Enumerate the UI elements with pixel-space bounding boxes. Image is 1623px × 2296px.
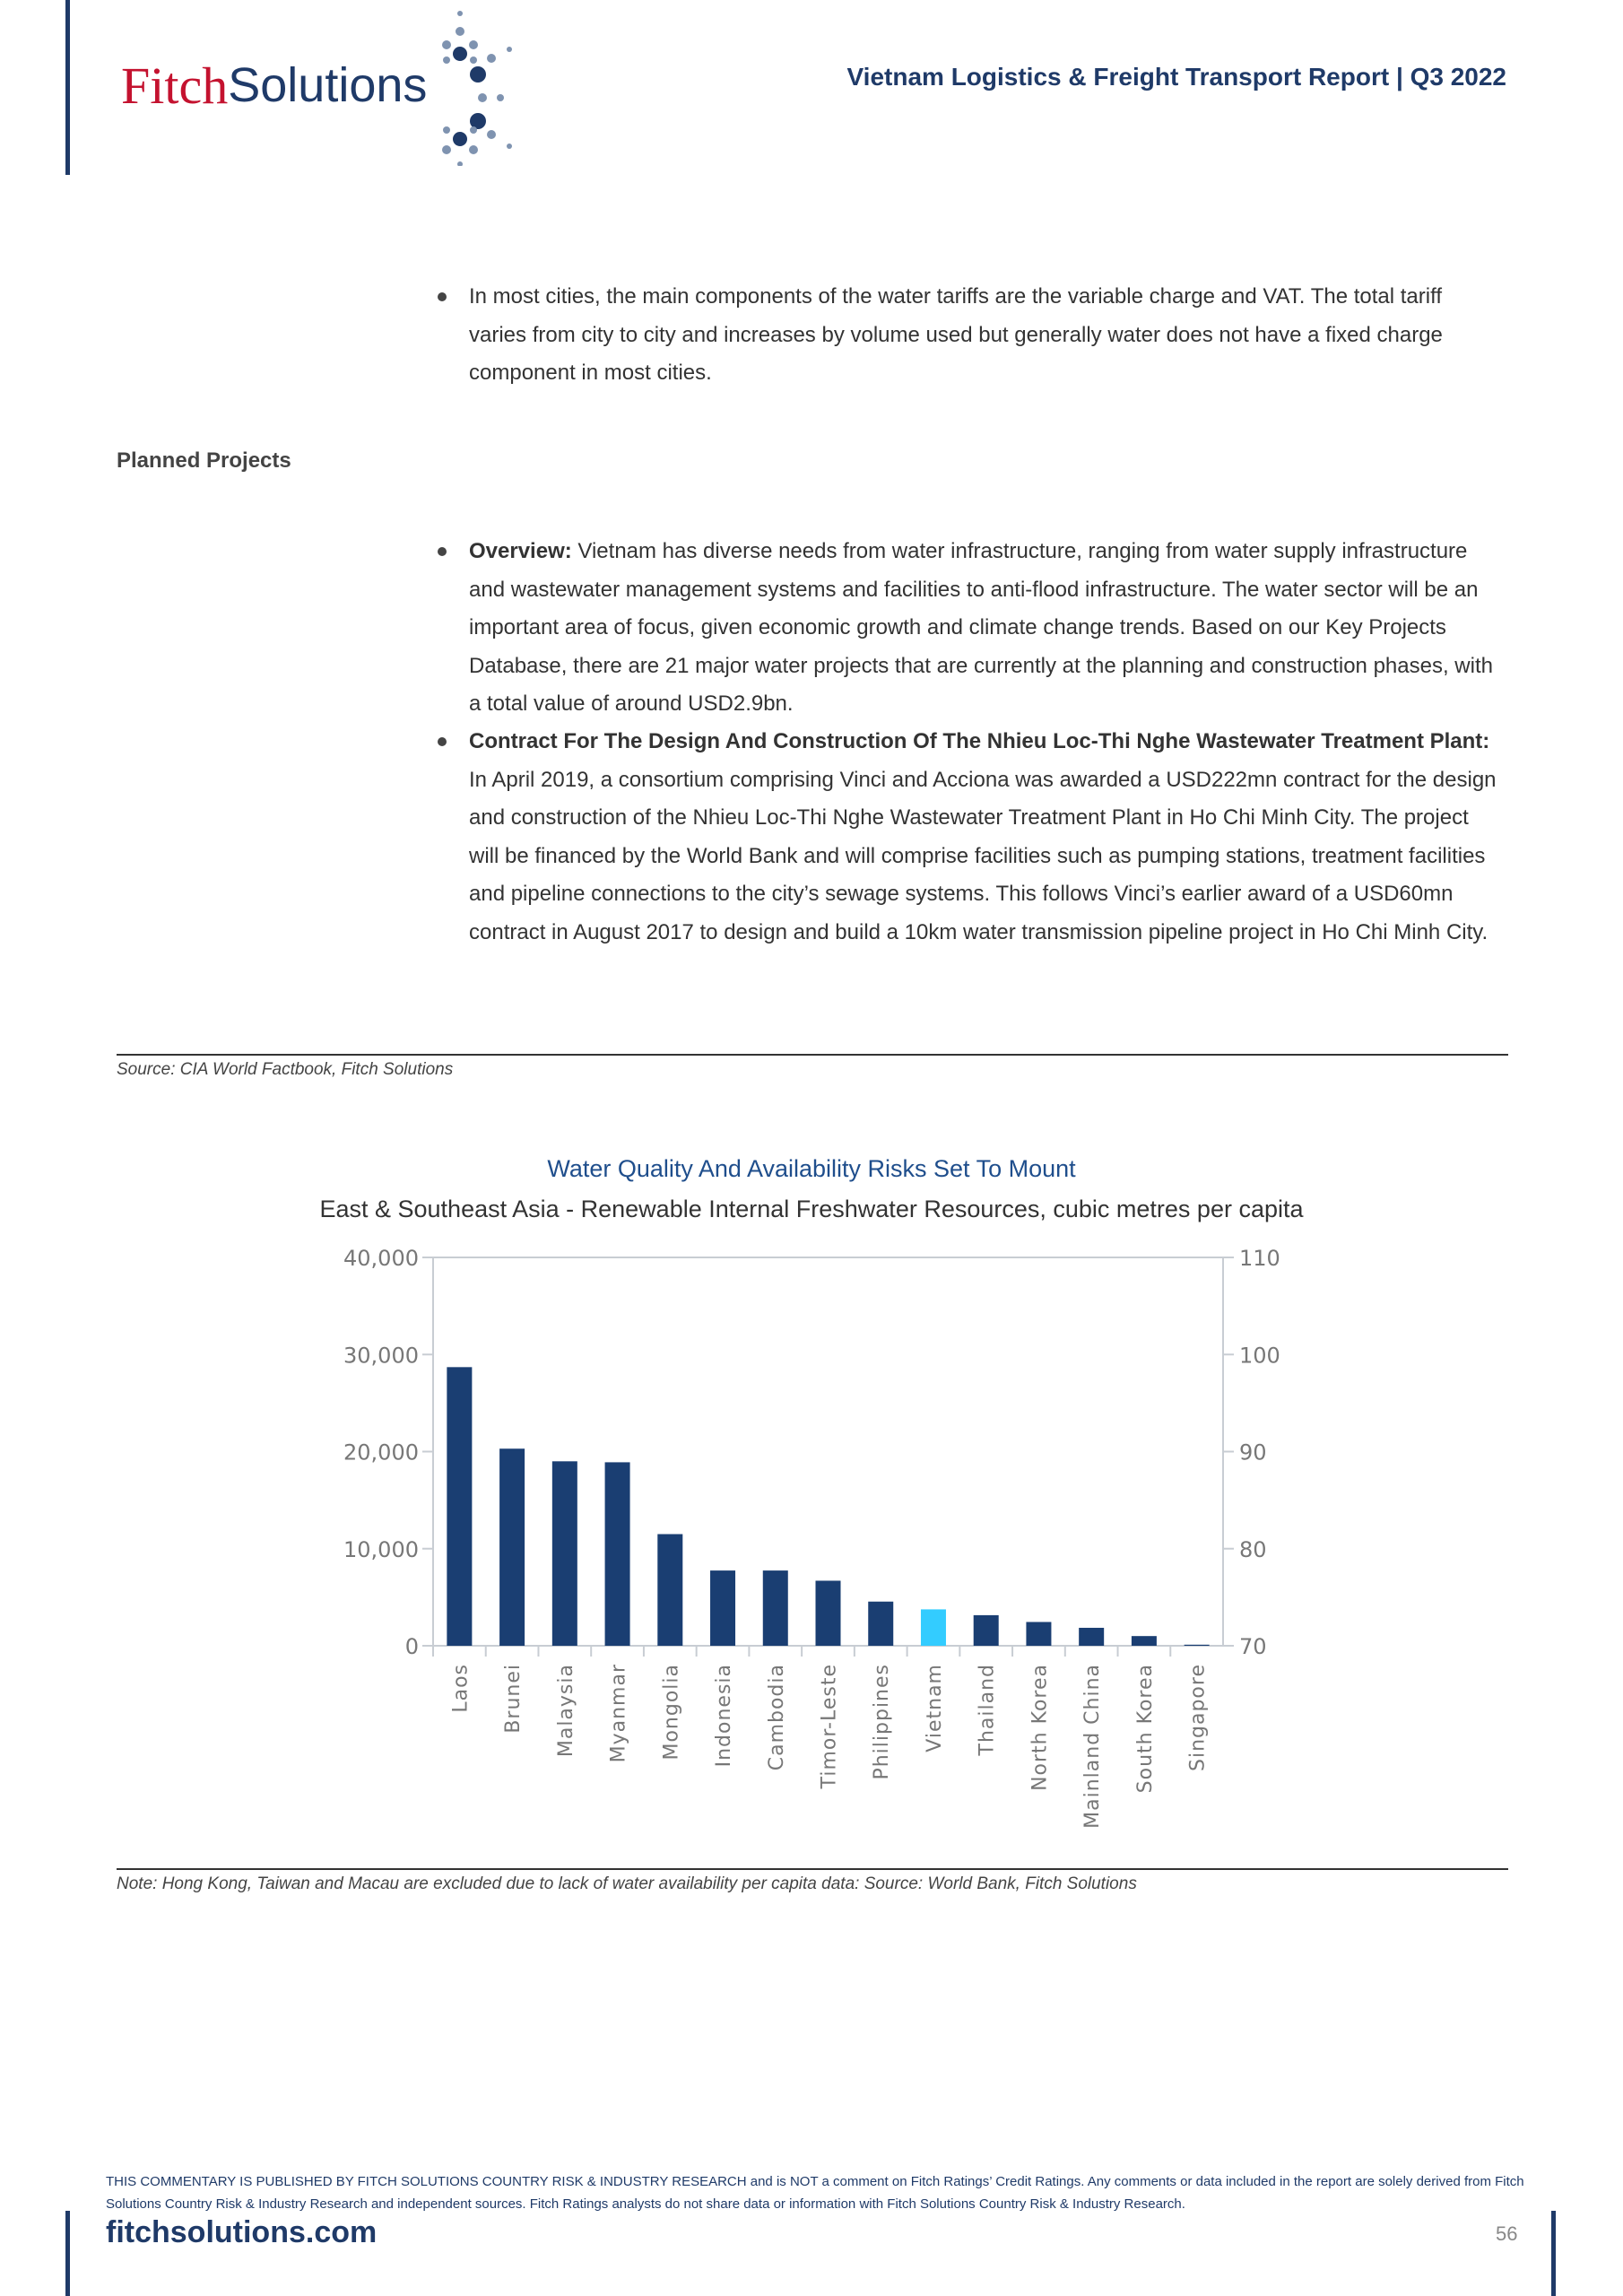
y-tick-label: 0	[405, 1634, 419, 1659]
page-number: 56	[1496, 2222, 1518, 2245]
chart-note: Note: Hong Kong, Taiwan and Macau are ex…	[117, 1874, 1137, 1893]
fitch-solutions-logo: Fitch Solutions	[121, 11, 527, 166]
bullet-contract: Contract For The Design And Construction…	[438, 723, 1500, 952]
divider	[117, 1054, 1508, 1056]
bar-laos	[447, 1367, 473, 1646]
y2-tick-label: 110	[1239, 1246, 1280, 1271]
section-heading: Planned Projects	[117, 448, 291, 473]
x-tick-label: Mongolia	[660, 1664, 682, 1761]
y-tick-label: 20,000	[343, 1440, 419, 1465]
bar-vietnam	[920, 1609, 946, 1646]
x-tick-label: Mainland China	[1081, 1664, 1104, 1829]
logo-dots-icon	[442, 11, 513, 166]
y2-tick-label: 90	[1239, 1440, 1267, 1465]
footer-accent-bar-right	[1551, 2211, 1556, 2296]
logo-solutions: Solutions	[228, 58, 428, 112]
x-tick-label: Philippines	[871, 1664, 893, 1780]
y2-tick-label: 80	[1239, 1537, 1267, 1562]
disclaimer: THIS COMMENTARY IS PUBLISHED BY FITCH SO…	[106, 2174, 1524, 2212]
chart-subtitle: East & Southeast Asia - Renewable Intern…	[319, 1196, 1304, 1222]
divider	[117, 1868, 1508, 1870]
x-tick-label: Laos	[449, 1664, 472, 1713]
x-tick-label: Vietnam	[924, 1664, 946, 1752]
x-tick-label: Myanmar	[608, 1664, 630, 1762]
bar-philippines	[868, 1601, 894, 1646]
bar-myanmar	[604, 1462, 630, 1646]
x-tick-label: Brunei	[502, 1664, 525, 1734]
bar-timor-leste	[815, 1580, 841, 1646]
x-tick-label: Singapore	[1187, 1664, 1210, 1771]
y2-tick-label: 100	[1239, 1343, 1280, 1368]
report-title: Vietnam Logistics & Freight Transport Re…	[846, 63, 1507, 91]
bar-south-korea	[1131, 1636, 1157, 1646]
x-tick-label: Indonesia	[713, 1664, 735, 1767]
bar-mainland-china	[1079, 1627, 1105, 1646]
bar-cambodia	[762, 1570, 788, 1646]
x-tick-label: Cambodia	[766, 1664, 788, 1770]
contract-text: In April 2019, a consortium comprising V…	[469, 767, 1497, 944]
bar-singapore	[1184, 1644, 1210, 1646]
x-tick-label: Timor-Leste	[819, 1664, 841, 1789]
y2-tick-label: 70	[1239, 1634, 1267, 1659]
overview-text: Vietnam has diverse needs from water inf…	[469, 539, 1493, 716]
website-link[interactable]: fitchsolutions.com	[106, 2215, 378, 2249]
bar-chart: 0 70 10,000 80 20,000 90 30,000 100 40,000 110 Lao…	[343, 1246, 1280, 1829]
footer-accent-bar	[65, 2211, 70, 2296]
bullet-water-tariffs: In most cities, the main components of t…	[438, 278, 1500, 393]
x-tick-label: Thailand	[976, 1664, 999, 1756]
source-note: Source: CIA World Factbook, Fitch Soluti…	[117, 1060, 454, 1079]
x-tick-label: South Korea	[1134, 1664, 1157, 1793]
contract-label: Contract For The Design And Construction…	[469, 729, 1490, 753]
y-tick-label: 40,000	[343, 1246, 419, 1271]
bar-mongolia	[657, 1534, 683, 1646]
y-tick-label: 10,000	[343, 1537, 419, 1562]
x-tick-label: Malaysia	[555, 1664, 577, 1757]
y-tick-label: 30,000	[343, 1343, 419, 1368]
bar-brunei	[499, 1448, 525, 1646]
x-tick-label: North Korea	[1028, 1664, 1051, 1791]
header-accent-bar	[65, 0, 70, 175]
bar-indonesia	[710, 1570, 736, 1646]
chart-title: Water Quality And Availability Risks Set…	[547, 1155, 1076, 1182]
overview-label: Overview:	[469, 539, 572, 563]
logo-fitch: Fitch	[121, 56, 229, 115]
bar-north-korea	[1026, 1622, 1052, 1646]
bullet-overview: Overview: Vietnam has diverse needs from…	[438, 533, 1500, 724]
bar-thailand	[973, 1614, 999, 1646]
bar-malaysia	[551, 1461, 577, 1646]
